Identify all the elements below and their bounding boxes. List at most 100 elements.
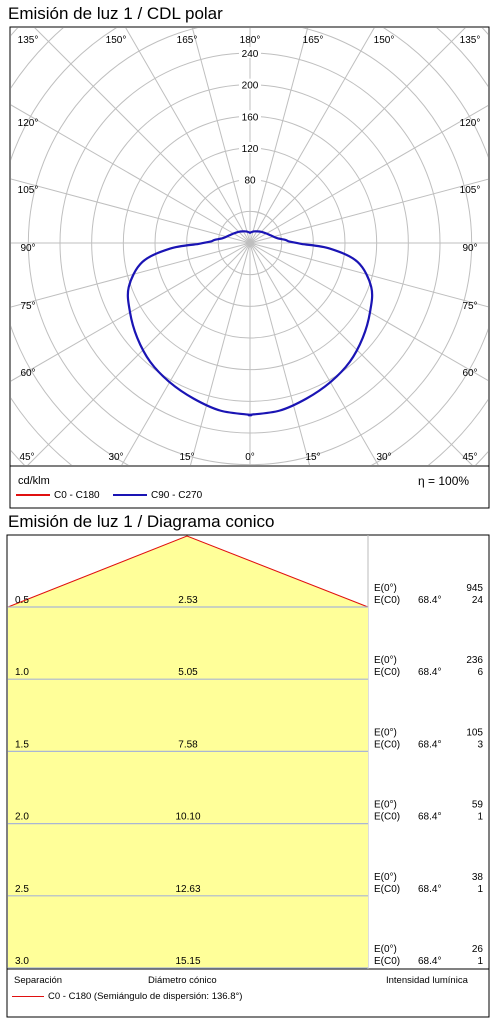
- efficiency-label: η = 100%: [418, 474, 470, 488]
- ec0-value: 24: [472, 595, 484, 606]
- ec0-label: E(C0): [374, 884, 400, 895]
- radial-tick-label: 240: [242, 49, 259, 60]
- diameter-value: 7.58: [178, 739, 198, 750]
- separation-value: 1.5: [15, 739, 29, 750]
- angle-label-bottom: 45°: [19, 452, 34, 463]
- polar-grid-ray: [249, 242, 473, 465]
- e0-label: E(0°): [374, 800, 397, 811]
- diameter-value: 15.15: [175, 956, 200, 967]
- angle-label-bottom: 30°: [376, 452, 391, 463]
- diameter-value: 12.63: [175, 884, 200, 895]
- angle-label-top: 150°: [374, 35, 395, 46]
- e0-value: 105: [466, 727, 483, 738]
- e0-label: E(0°): [374, 944, 397, 955]
- e0-value: 236: [466, 655, 483, 666]
- polar-grid-ray: [249, 28, 466, 244]
- legend-item-c0: C0 - C180: [16, 490, 100, 501]
- polar-grid-ray: [249, 28, 309, 244]
- e0-value: 945: [466, 583, 483, 594]
- legend-label-c90: C90 - C270: [151, 490, 203, 501]
- e0-label: E(0°): [374, 583, 397, 594]
- e0-value: 38: [472, 872, 484, 883]
- cone-tip: [8, 536, 368, 607]
- polar-grid: [11, 28, 488, 465]
- ec0-label: E(C0): [374, 812, 400, 823]
- angle-label-left: 75°: [20, 301, 35, 312]
- angle-label-bottom: 15°: [179, 452, 194, 463]
- polar-grid-ray: [34, 28, 251, 244]
- semi-angle-value: 68.4°: [418, 884, 441, 895]
- angle-label-top: 150°: [106, 35, 127, 46]
- polar-grid-ray: [249, 242, 311, 465]
- radial-tick-label: 200: [242, 81, 259, 92]
- conic-legend-label: C0 - C180 (Semiángulo de dispersión: 136…: [48, 991, 243, 1002]
- separation-value: 1.0: [15, 667, 29, 678]
- polar-grid-ray: [191, 28, 251, 244]
- angle-label-right: 60°: [462, 368, 477, 379]
- semi-angle-value: 68.4°: [418, 667, 441, 678]
- diameter-value: 2.53: [178, 595, 198, 606]
- polar-curve-c90-c270: [126, 230, 374, 417]
- cone-body: [8, 607, 368, 968]
- diameter-header: Diámetro cónico: [148, 975, 217, 986]
- angle-label-top: 180°: [240, 35, 261, 46]
- ec0-label: E(C0): [374, 956, 400, 967]
- e0-label: E(0°): [374, 727, 397, 738]
- angle-label-bottom: 45°: [462, 452, 477, 463]
- cone-outline: [7, 535, 369, 608]
- radial-tick-bg: [239, 47, 261, 58]
- semi-angle-value: 68.4°: [418, 739, 441, 750]
- radial-tick-label: 120: [242, 144, 259, 155]
- diameter-value: 5.05: [178, 667, 198, 678]
- polar-grid-ray: [249, 28, 375, 244]
- legend-item-c90: C90 - C270: [113, 490, 202, 501]
- polar-grid-ray: [27, 242, 251, 465]
- polar-grid-ray: [249, 242, 379, 465]
- ec0-value: 6: [477, 667, 483, 678]
- polar-grid-ray: [125, 28, 251, 244]
- polar-grid-ray: [11, 178, 251, 244]
- polar-grid-ray: [249, 105, 488, 244]
- ec0-label: E(C0): [374, 739, 400, 750]
- e0-value: 26: [472, 944, 484, 955]
- polar-grid-ray: [121, 242, 251, 465]
- e0-value: 59: [472, 800, 484, 811]
- angle-label-right: 105°: [460, 185, 481, 196]
- radial-tick-bg: [239, 78, 261, 90]
- polar-chart: 80 120 160 200 240 135° 150° 165° 180° 165° 150° 13…: [9, 26, 490, 509]
- radial-tick-label: 160: [242, 112, 259, 123]
- e0-label: E(0°): [374, 655, 397, 666]
- angle-label-right: 120°: [460, 118, 481, 129]
- diameter-value: 10.10: [175, 812, 200, 823]
- semi-angle-value: 68.4°: [418, 956, 441, 967]
- legend-swatch-c0: [16, 494, 50, 497]
- radial-tick-label: 80: [244, 176, 256, 187]
- polar-grid-ray: [249, 242, 488, 381]
- conic-chart-title: Emisión de luz 1 / Diagrama conico: [8, 512, 275, 531]
- separation-value: 2.0: [15, 812, 29, 823]
- conic-legend-item: C0 - C180 (Semiángulo de dispersión: 136…: [12, 991, 242, 1002]
- polar-grid-ray: [11, 242, 251, 382]
- polar-grid-ray: [249, 178, 488, 244]
- angle-label-top: 165°: [177, 35, 198, 46]
- angle-label-top: 135°: [460, 35, 481, 46]
- ec0-value: 3: [477, 739, 483, 750]
- angle-label-left: 60°: [20, 368, 35, 379]
- polar-chart-title: Emisión de luz 1 / CDL polar: [8, 4, 223, 23]
- ec0-label: E(C0): [374, 595, 400, 606]
- legend-label-c0: C0 - C180: [54, 490, 100, 501]
- ec0-value: 1: [477, 884, 483, 895]
- polar-grid-ray: [189, 242, 251, 465]
- polar-grid-ray: [11, 104, 251, 244]
- radial-tick-bg: [239, 110, 261, 122]
- separation-value: 0.5: [15, 595, 29, 606]
- ec0-value: 1: [477, 812, 483, 823]
- semi-angle-value: 68.4°: [418, 812, 441, 823]
- angle-label-left: 105°: [18, 185, 39, 196]
- ec0-label: E(C0): [374, 667, 400, 678]
- intensity-header: Intensidad lumínica: [386, 975, 468, 986]
- separation-value: 3.0: [15, 956, 29, 967]
- legend-swatch-c90: [113, 494, 147, 497]
- angle-label-top: 135°: [18, 35, 39, 46]
